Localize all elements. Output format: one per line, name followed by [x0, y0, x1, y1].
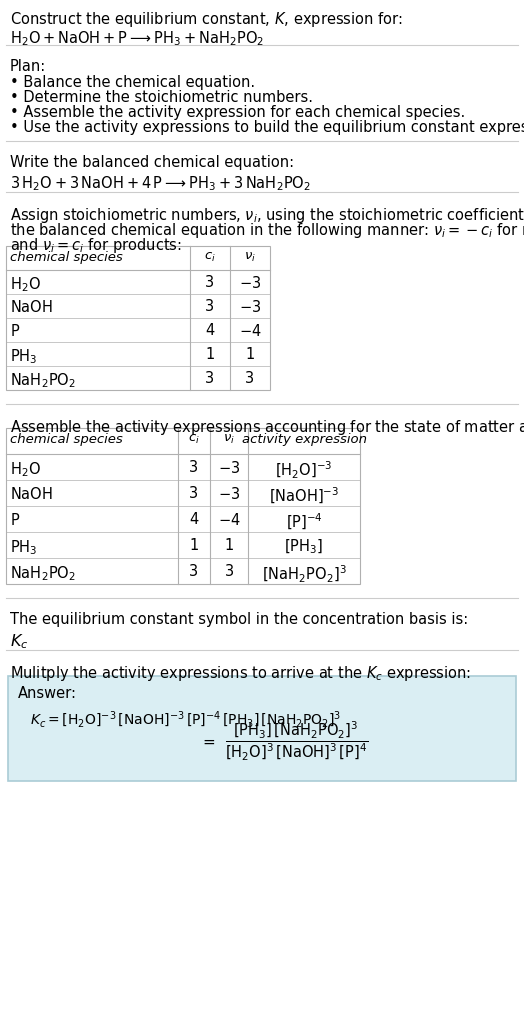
Text: Mulitply the activity expressions to arrive at the $K_c$ expression:: Mulitply the activity expressions to arr…	[10, 664, 471, 683]
Text: The equilibrium constant symbol in the concentration basis is:: The equilibrium constant symbol in the c…	[10, 612, 468, 627]
Text: Assign stoichiometric numbers, $\nu_i$, using the stoichiometric coefficients, $: Assign stoichiometric numbers, $\nu_i$, …	[10, 206, 524, 225]
Text: $\nu_i$: $\nu_i$	[244, 251, 256, 264]
Text: $\mathrm{PH_3}$: $\mathrm{PH_3}$	[10, 538, 38, 556]
Text: 4: 4	[205, 323, 215, 338]
Text: $-3$: $-3$	[218, 486, 240, 502]
Text: $\mathrm{NaH_2PO_2}$: $\mathrm{NaH_2PO_2}$	[10, 371, 76, 390]
Text: chemical species: chemical species	[10, 433, 123, 446]
Text: $[\mathrm{H_2O}]^{-3}$: $[\mathrm{H_2O}]^{-3}$	[275, 460, 333, 481]
Text: activity expression: activity expression	[242, 433, 366, 446]
Text: • Assemble the activity expression for each chemical species.: • Assemble the activity expression for e…	[10, 105, 465, 120]
Text: • Use the activity expressions to build the equilibrium constant expression.: • Use the activity expressions to build …	[10, 120, 524, 135]
Text: $[\mathrm{NaOH}]^{-3}$: $[\mathrm{NaOH}]^{-3}$	[269, 486, 339, 506]
Text: $c_i$: $c_i$	[188, 433, 200, 446]
Text: chemical species: chemical species	[10, 251, 123, 264]
Text: $=$: $=$	[200, 733, 216, 749]
Text: $\mathrm{NaOH}$: $\mathrm{NaOH}$	[10, 486, 53, 502]
Text: • Balance the chemical equation.: • Balance the chemical equation.	[10, 75, 255, 89]
Text: 3: 3	[245, 371, 255, 386]
Text: 1: 1	[205, 347, 215, 362]
Text: 4: 4	[189, 512, 199, 527]
Text: 1: 1	[189, 538, 199, 553]
Text: 1: 1	[245, 347, 255, 362]
Text: $\mathrm{H_2O + NaOH + P \longrightarrow PH_3 + NaH_2PO_2}$: $\mathrm{H_2O + NaOH + P \longrightarrow…	[10, 29, 264, 48]
Text: Answer:: Answer:	[18, 686, 77, 701]
Text: 3: 3	[190, 460, 199, 475]
Text: $-4$: $-4$	[238, 323, 261, 339]
Text: $[\mathrm{P}]^{-4}$: $[\mathrm{P}]^{-4}$	[286, 512, 322, 532]
Text: $\mathrm{P}$: $\mathrm{P}$	[10, 512, 20, 528]
Text: $[\mathrm{NaH_2PO_2}]^3$: $[\mathrm{NaH_2PO_2}]^3$	[261, 564, 346, 585]
Text: $\mathrm{3\,H_2O + 3\,NaOH + 4\,P \longrightarrow PH_3 + 3\,NaH_2PO_2}$: $\mathrm{3\,H_2O + 3\,NaOH + 4\,P \longr…	[10, 174, 311, 192]
Text: $\mathrm{H_2O}$: $\mathrm{H_2O}$	[10, 460, 41, 479]
Text: $[\mathrm{PH_3}]$: $[\mathrm{PH_3}]$	[285, 538, 324, 556]
Bar	[6, 246, 270, 390]
Text: $-4$: $-4$	[217, 512, 241, 528]
Text: $K_c$: $K_c$	[10, 632, 28, 651]
Text: $c_i$: $c_i$	[204, 251, 216, 264]
Text: $-3$: $-3$	[218, 460, 240, 476]
Text: and $\nu_i = c_i$ for products:: and $\nu_i = c_i$ for products:	[10, 236, 182, 255]
Text: $\mathrm{PH_3}$: $\mathrm{PH_3}$	[10, 347, 38, 366]
Text: 3: 3	[205, 371, 214, 386]
Text: Assemble the activity expressions accounting for the state of matter and $\nu_i$: Assemble the activity expressions accoun…	[10, 418, 524, 437]
Text: 3: 3	[190, 564, 199, 579]
Text: $\mathrm{H_2O}$: $\mathrm{H_2O}$	[10, 275, 41, 294]
Text: $\dfrac{[\mathrm{PH_3}]\,[\mathrm{NaH_2PO_2}]^3}{[\mathrm{H_2O}]^3\,[\mathrm{NaO: $\dfrac{[\mathrm{PH_3}]\,[\mathrm{NaH_2P…	[225, 719, 368, 763]
Text: $-3$: $-3$	[239, 275, 261, 291]
Text: 1: 1	[224, 538, 234, 553]
Text: $K_c = [\mathrm{H_2O}]^{-3}\,[\mathrm{NaOH}]^{-3}\,[\mathrm{P}]^{-4}\,[\mathrm{P: $K_c = [\mathrm{H_2O}]^{-3}\,[\mathrm{Na…	[30, 710, 341, 730]
Text: $\mathrm{P}$: $\mathrm{P}$	[10, 323, 20, 339]
Text: 3: 3	[205, 299, 214, 314]
Text: Construct the equilibrium constant, $K$, expression for:: Construct the equilibrium constant, $K$,…	[10, 10, 402, 29]
Text: • Determine the stoichiometric numbers.: • Determine the stoichiometric numbers.	[10, 89, 313, 105]
Text: Plan:: Plan:	[10, 59, 46, 74]
Text: 3: 3	[205, 275, 214, 290]
Text: 3: 3	[224, 564, 234, 579]
Text: $\nu_i$: $\nu_i$	[223, 433, 235, 446]
FancyBboxPatch shape	[8, 676, 516, 781]
Text: $-3$: $-3$	[239, 299, 261, 315]
Text: Write the balanced chemical equation:: Write the balanced chemical equation:	[10, 155, 294, 170]
Bar	[6, 428, 360, 584]
Text: $\mathrm{NaH_2PO_2}$: $\mathrm{NaH_2PO_2}$	[10, 564, 76, 583]
Text: the balanced chemical equation in the following manner: $\nu_i = -c_i$ for react: the balanced chemical equation in the fo…	[10, 221, 524, 240]
Text: 3: 3	[190, 486, 199, 501]
Text: $\mathrm{NaOH}$: $\mathrm{NaOH}$	[10, 299, 53, 315]
